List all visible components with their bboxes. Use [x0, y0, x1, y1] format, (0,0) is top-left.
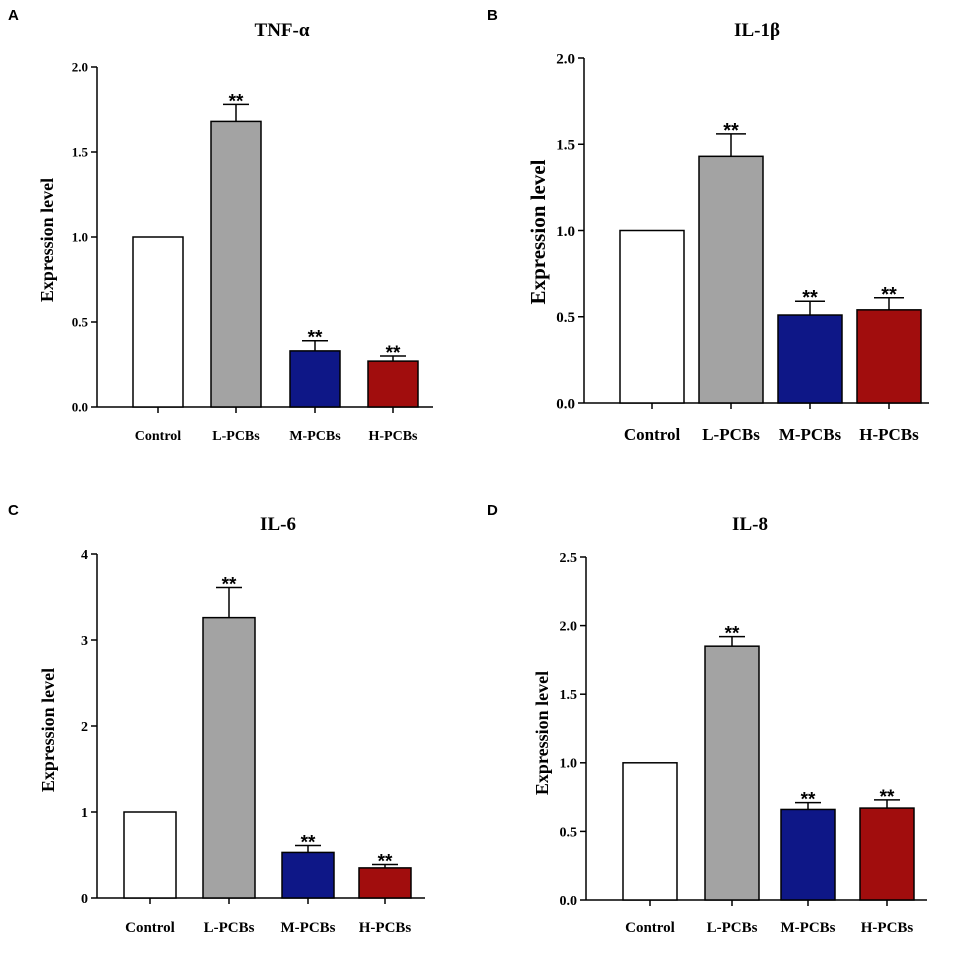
chart-title: TNF-α: [255, 20, 310, 41]
y-tick-label: 0.0: [556, 396, 575, 412]
bar-control: [132, 236, 184, 408]
x-category-label: Control: [135, 429, 182, 444]
y-tick-label: 2.0: [560, 620, 578, 635]
bar-m-pcbs: [289, 350, 341, 408]
x-category-label: L-PCBs: [702, 425, 760, 444]
y-tick-label: 0.5: [556, 310, 575, 326]
x-category-label: M-PCBs: [281, 920, 336, 936]
significance-label: **: [386, 343, 401, 364]
x-category-label: M-PCBs: [779, 425, 842, 444]
bar-h-pcbs: [367, 360, 419, 408]
y-tick-label: 1.5: [556, 138, 575, 154]
bar-h-pcbs: [856, 309, 922, 404]
y-tick-label: 4: [81, 548, 88, 563]
bar-l-pcbs: [698, 155, 764, 404]
bar-control: [619, 229, 685, 404]
panel-letter: B: [487, 7, 498, 24]
y-tick-label: 0.0: [72, 400, 88, 415]
y-tick-label: 1.0: [72, 230, 88, 245]
significance-label: **: [229, 91, 244, 112]
chart-title: IL-6: [260, 514, 296, 535]
y-tick-label: 1.5: [560, 688, 578, 703]
bar-h-pcbs: [358, 867, 412, 899]
significance-label: **: [880, 787, 895, 808]
x-category-label: L-PCBs: [204, 920, 255, 936]
bar-l-pcbs: [202, 616, 256, 899]
x-category-label: L-PCBs: [707, 920, 758, 936]
y-tick-label: 1.5: [72, 145, 89, 160]
y-tick-label: 0: [81, 892, 88, 907]
x-category-label: Control: [625, 920, 675, 936]
bar-l-pcbs: [210, 120, 262, 408]
bar-h-pcbs: [859, 807, 915, 901]
y-tick-label: 2.0: [556, 51, 575, 67]
significance-label: **: [723, 120, 739, 142]
significance-label: **: [802, 287, 818, 309]
x-category-label: H-PCBs: [369, 429, 419, 444]
panel-letter: A: [8, 7, 19, 24]
bar-m-pcbs: [777, 314, 843, 404]
significance-label: **: [301, 833, 316, 854]
significance-label: **: [378, 851, 393, 872]
x-category-label: H-PCBs: [861, 920, 914, 936]
y-tick-label: 2.0: [72, 60, 88, 75]
chart-title: IL-1β: [734, 20, 780, 41]
bar-control: [622, 762, 678, 901]
x-category-label: H-PCBs: [859, 425, 919, 444]
y-tick-label: 3: [81, 634, 88, 649]
panel-b: B IL-1β Expression level 0.0 0.5 1.0 1.5 2.0…: [487, 7, 929, 444]
bar-m-pcbs: [281, 851, 335, 899]
y-tick-label: 1: [81, 806, 88, 821]
y-tick-label: 0.5: [560, 825, 578, 840]
significance-label: **: [881, 284, 897, 306]
y-tick-label: 2: [81, 720, 88, 735]
panel-c: C IL-6 Expression level 0 1 2 3 4 Control ** L-…: [8, 502, 425, 936]
significance-label: **: [725, 624, 740, 645]
panel-letter: D: [487, 502, 498, 519]
bar-m-pcbs: [780, 808, 836, 901]
panel-a: A TNF-α Expression level 0.0 0.5 1.0 1.5 2.0…: [8, 7, 433, 444]
y-axis-title: Expression level: [37, 178, 57, 302]
bar-l-pcbs: [704, 645, 760, 901]
x-category-label: H-PCBs: [359, 920, 412, 936]
y-tick-label: 1.0: [556, 224, 575, 240]
y-axis-title: Expression level: [38, 668, 58, 792]
bar-control: [123, 811, 177, 899]
x-category-label: M-PCBs: [289, 429, 341, 444]
significance-label: **: [222, 575, 237, 596]
significance-label: **: [801, 790, 816, 811]
y-axis-title: Expression level: [532, 671, 552, 795]
y-tick-label: 0.0: [560, 894, 578, 909]
significance-label: **: [308, 328, 323, 349]
x-category-label: Control: [624, 425, 681, 444]
panel-letter: C: [8, 502, 19, 519]
y-tick-label: 1.0: [560, 757, 578, 772]
chart-title: IL-8: [732, 514, 768, 535]
y-axis-title: Expression level: [526, 159, 550, 304]
y-tick-label: 0.5: [72, 315, 89, 330]
x-category-label: M-PCBs: [781, 920, 836, 936]
x-category-label: Control: [125, 920, 175, 936]
x-category-label: L-PCBs: [212, 429, 260, 444]
panel-d: D IL-8 Expression level 0.0 0.5 1.0 1.5 2.0 2…: [487, 502, 927, 936]
y-tick-label: 2.5: [560, 551, 578, 566]
